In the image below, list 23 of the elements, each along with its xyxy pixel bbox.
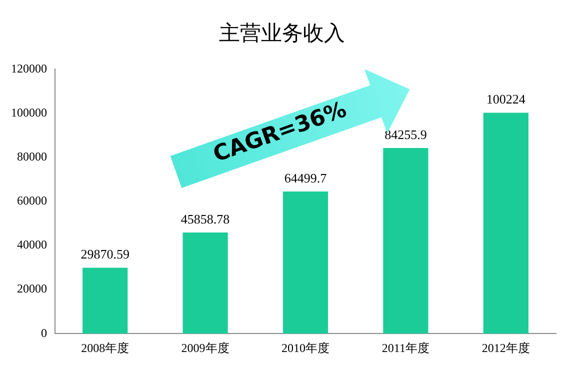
x-tick-label: 2011年度 xyxy=(382,340,430,355)
x-tick-label: 2008年度 xyxy=(81,340,130,355)
bar xyxy=(483,112,528,334)
y-tick-label: 40000 xyxy=(17,238,47,252)
y-tick-label: 0 xyxy=(41,326,47,340)
data-label: 64499.7 xyxy=(284,170,328,186)
bar xyxy=(82,268,128,334)
y-tick-label: 80000 xyxy=(17,149,47,164)
y-tick-label: 60000 xyxy=(17,194,47,208)
chart-title: 主营业务收入 xyxy=(219,21,345,46)
bar xyxy=(383,148,428,334)
y-tick-label: 20000 xyxy=(17,282,47,296)
data-label: 84255.9 xyxy=(384,126,427,142)
y-tick-label: 100000 xyxy=(11,105,47,120)
x-tick-label: 2010年度 xyxy=(282,340,330,355)
data-label: 45858.78 xyxy=(180,211,230,226)
bar xyxy=(182,232,228,334)
bar xyxy=(282,191,328,334)
y-tick-label: 120000 xyxy=(11,61,47,76)
x-tick-label: 2009年度 xyxy=(181,340,230,355)
data-label: 100224 xyxy=(486,92,526,107)
data-label: 29870.59 xyxy=(80,246,130,262)
x-tick-label: 2012年度 xyxy=(482,340,530,355)
